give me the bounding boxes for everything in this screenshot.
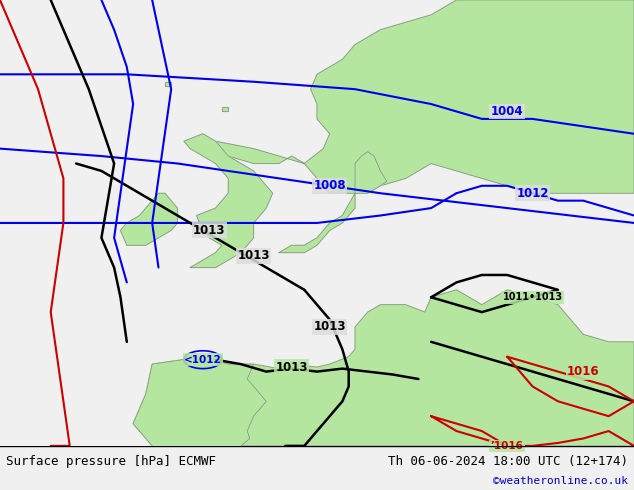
Text: ©weatheronline.co.uk: ©weatheronline.co.uk (493, 476, 628, 486)
Text: 1016: 1016 (567, 365, 600, 378)
Polygon shape (279, 193, 355, 253)
Polygon shape (216, 0, 634, 193)
Polygon shape (184, 134, 273, 268)
Text: <1012: <1012 (184, 355, 222, 365)
Text: 1013: 1013 (313, 320, 346, 334)
Polygon shape (222, 107, 228, 112)
Text: 1004: 1004 (491, 105, 524, 118)
Text: Surface pressure [hPa] ECMWF: Surface pressure [hPa] ECMWF (6, 455, 216, 468)
Text: 1013: 1013 (275, 361, 308, 373)
Text: 1013: 1013 (193, 224, 226, 237)
Text: Th 06-06-2024 18:00 UTC (12+174): Th 06-06-2024 18:00 UTC (12+174) (387, 455, 628, 468)
Polygon shape (165, 82, 171, 86)
Polygon shape (355, 151, 387, 193)
Polygon shape (133, 357, 266, 468)
Text: 1012: 1012 (516, 187, 549, 200)
Text: 1013: 1013 (237, 249, 270, 262)
Text: ’1016: ’1016 (491, 441, 524, 451)
Polygon shape (120, 193, 178, 245)
Polygon shape (133, 290, 634, 446)
Text: 1011•1013: 1011•1013 (503, 292, 562, 302)
Text: 1008: 1008 (313, 179, 346, 192)
